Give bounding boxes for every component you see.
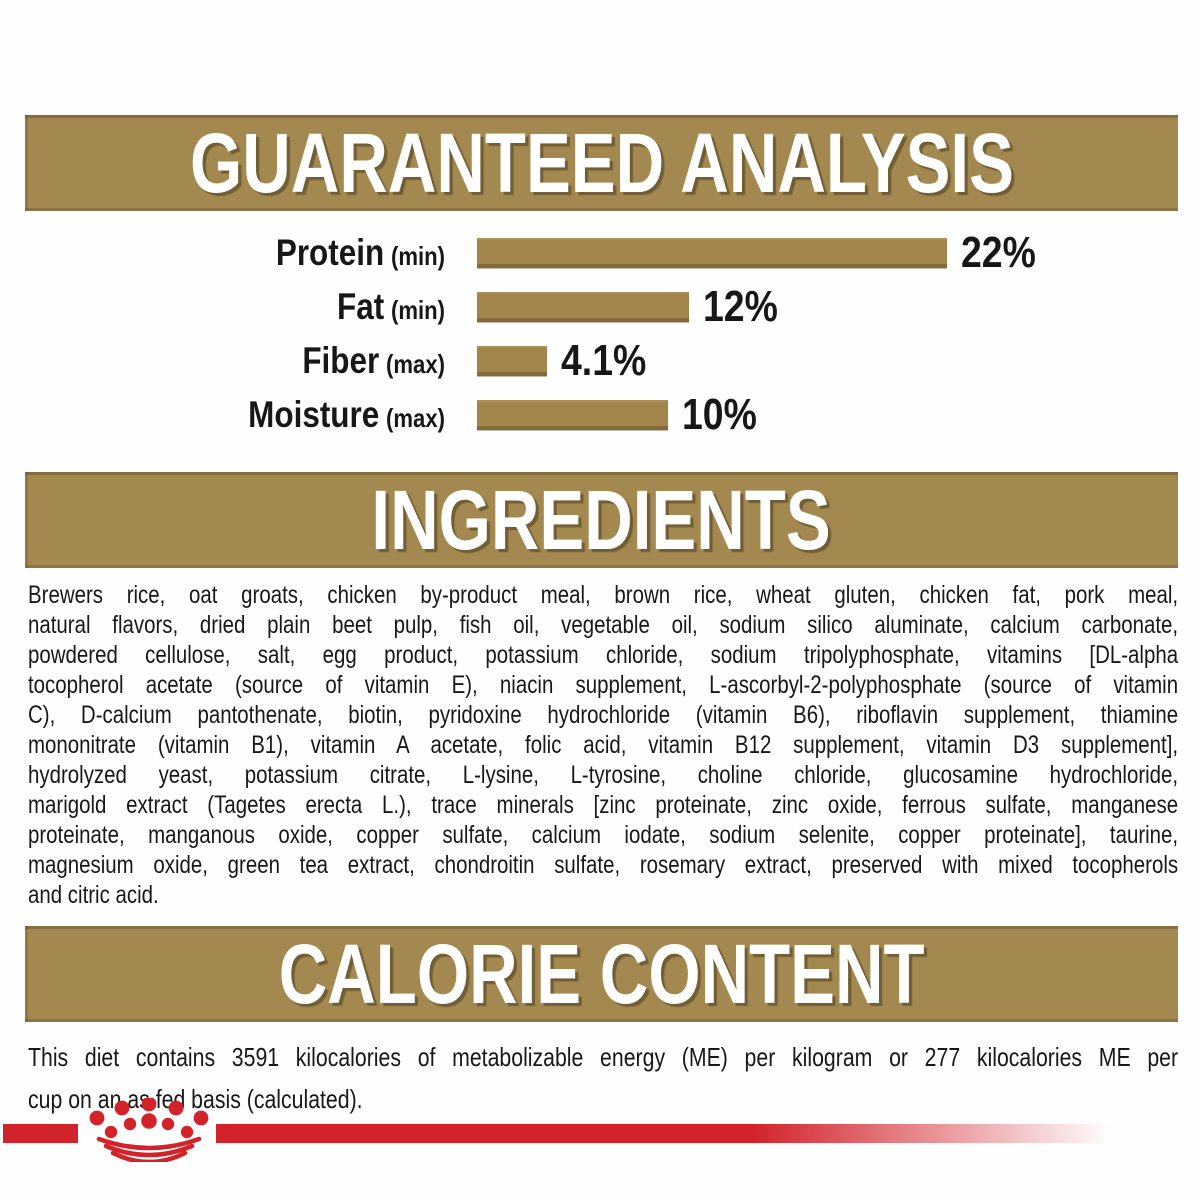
guaranteed-analysis-title: GUARANTEED ANALYSIS <box>189 115 1014 210</box>
calorie-line: This diet contains 3591 kilocalories of … <box>28 1042 1179 1072</box>
ingredients-line: magnesium oxide, green tea extract, chon… <box>28 851 1179 879</box>
ga-value-protein: 22% <box>961 228 1036 277</box>
red-rule-left <box>3 1124 78 1143</box>
guaranteed-analysis-chart: Protein (min) 22% Fat (min) 12% Fiber (max)… <box>0 226 1200 442</box>
ga-label-protein: Protein (min) <box>275 232 445 273</box>
ingredients-title: INGREDIENTS <box>371 472 832 567</box>
ga-value-moisture: 10% <box>682 390 757 439</box>
royal-canin-crown-logo <box>89 1098 209 1162</box>
ga-row-protein: Protein (min) 22% <box>0 226 1200 280</box>
ingredients-line: mononitrate (vitamin B1), vitamin A acet… <box>28 731 1179 759</box>
ga-bar-moisture <box>477 400 668 430</box>
ingredients-line: powdered cellulose, salt, egg product, p… <box>28 641 1179 669</box>
ingredients-line: tocopherol acetate (source of vitamin E)… <box>28 671 1179 699</box>
ingredients-header-band: INGREDIENTS <box>25 472 1178 568</box>
ingredients-line: natural flavors, dried plain beet pulp, … <box>28 611 1179 639</box>
ga-bar-protein <box>477 238 947 268</box>
calorie-line: cup on an as fed basis (calculated). <box>28 1084 363 1114</box>
calorie-content-title: CALORIE CONTENT <box>278 926 925 1021</box>
ga-label-fiber: Fiber (max) <box>302 340 445 381</box>
ga-label-fat: Fat (min) <box>337 286 445 327</box>
ingredients-line: C), D-calcium pantothenate, biotin, pyri… <box>28 701 1179 729</box>
red-rule-right <box>216 1124 1111 1143</box>
ga-row-moisture: Moisture (max) 10% <box>0 388 1200 442</box>
ingredients-line: Brewers rice, oat groats, chicken by-pro… <box>28 581 1179 609</box>
ingredients-line: proteinate, manganous oxide, copper sulf… <box>28 821 1179 849</box>
ingredients-paragraph: Brewers rice, oat groats, chicken by-pro… <box>28 580 1178 910</box>
ingredients-line: marigold extract (Tagetes erecta L.), tr… <box>28 791 1179 819</box>
ga-row-fat: Fat (min) 12% <box>0 280 1200 334</box>
ga-label-moisture: Moisture (max) <box>248 394 445 435</box>
calorie-content-paragraph: This diet contains 3591 kilocalories of … <box>28 1036 1178 1120</box>
ga-bar-fat <box>477 292 689 322</box>
ga-value-fiber: 4.1% <box>561 336 647 385</box>
guaranteed-analysis-header-band: GUARANTEED ANALYSIS <box>25 115 1178 211</box>
ga-value-fat: 12% <box>703 282 778 331</box>
calorie-content-header-band: CALORIE CONTENT <box>25 926 1178 1022</box>
ingredients-line: and citric acid. <box>28 881 159 909</box>
ga-bar-fiber <box>477 346 547 376</box>
ingredients-line: hydrolyzed yeast, potassium citrate, L-l… <box>28 761 1179 789</box>
ga-row-fiber: Fiber (max) 4.1% <box>0 334 1200 388</box>
